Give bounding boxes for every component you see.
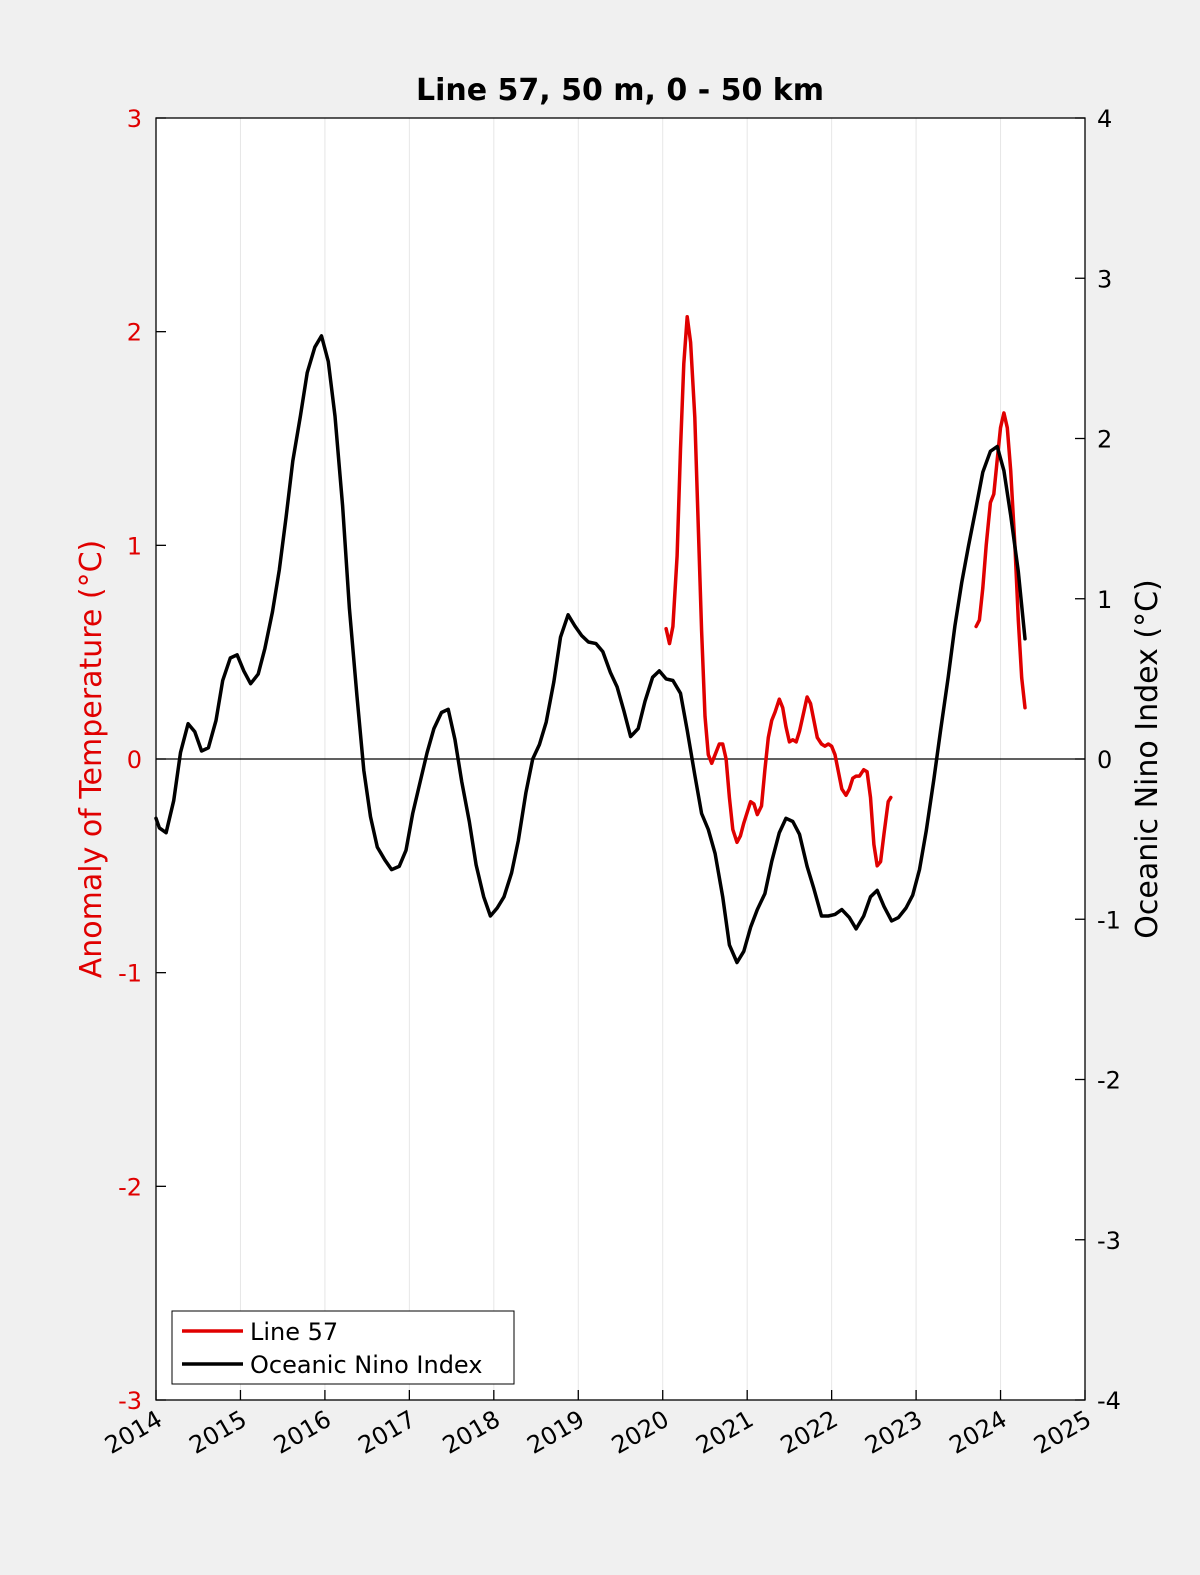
- x-tick-label: 2024: [945, 1405, 1012, 1460]
- right-tick-label: -4: [1097, 1387, 1121, 1415]
- x-tick-label: 2015: [185, 1405, 252, 1460]
- series-line-line-57-1: [974, 411, 1027, 710]
- right-tick-label: 1: [1097, 586, 1112, 614]
- left-tick-label: -1: [118, 960, 142, 988]
- y-axis-left-label: Anomaly of Temperature (°C): [74, 540, 109, 979]
- legend-box: [171, 1310, 515, 1385]
- x-tick-label: 2018: [438, 1405, 505, 1460]
- right-tick-label: 0: [1097, 746, 1112, 774]
- left-tick-label: 0: [127, 746, 142, 774]
- x-tick-label: 2021: [691, 1405, 758, 1460]
- right-tick-label: 4: [1097, 105, 1112, 133]
- left-tick-label: 3: [127, 105, 142, 133]
- left-tick-label: 2: [127, 319, 142, 347]
- right-tick-label: 2: [1097, 426, 1112, 454]
- series-line-oceanic-nino-index-0: [154, 334, 1027, 965]
- legend-label-line-57: Line 57: [250, 1318, 338, 1346]
- x-tick-label: 2017: [353, 1405, 420, 1460]
- right-axis: 4 3 2 1 0 -1 -2 -3 -4: [1075, 105, 1121, 1415]
- left-tick-label: -3: [118, 1387, 142, 1415]
- x-tick-label: 2022: [776, 1405, 843, 1460]
- left-tick-label: -2: [118, 1173, 142, 1201]
- right-tick-label: -2: [1097, 1067, 1121, 1095]
- chart-title: Line 57, 50 m, 0 - 50 km: [416, 73, 824, 108]
- left-tick-label: 1: [127, 532, 142, 560]
- series-line-line-57-0: [664, 314, 893, 868]
- right-tick-label: -1: [1097, 906, 1121, 934]
- y-axis-right-label: Oceanic Nino Index (°C): [1130, 579, 1165, 939]
- x-tick-label: 2016: [269, 1405, 336, 1460]
- series-layer: [154, 314, 1027, 965]
- left-axis: 3 2 1 0 -1 -2 -3: [118, 105, 166, 1415]
- x-tick-label: 2019: [522, 1405, 589, 1460]
- x-tick-label: 2020: [607, 1405, 674, 1460]
- x-tick-label: 2023: [860, 1405, 927, 1460]
- x-tick-label: 2025: [1029, 1405, 1096, 1460]
- legend: Line 57 Oceanic Nino Index: [171, 1310, 515, 1385]
- right-tick-label: -3: [1097, 1227, 1121, 1255]
- right-tick-label: 3: [1097, 265, 1112, 293]
- legend-label-oceanic-nino-index: Oceanic Nino Index: [250, 1351, 482, 1379]
